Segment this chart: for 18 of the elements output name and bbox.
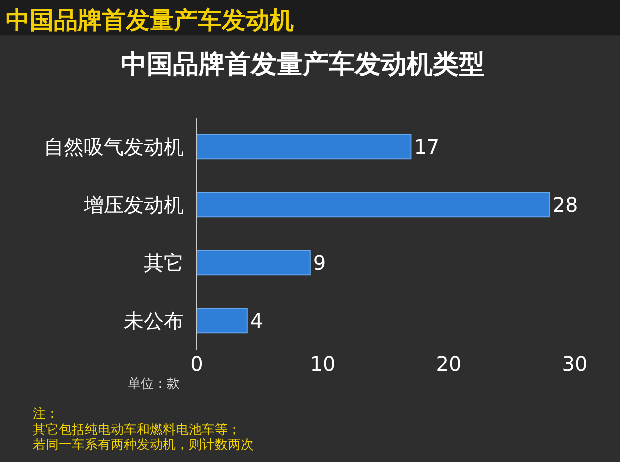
chart-title: 中国品牌首发量产车发动机 bbox=[6, 6, 294, 34]
data-label: 4 bbox=[250, 309, 264, 333]
y-tick-label: 自然吸气发动机 bbox=[44, 135, 184, 159]
data-label: 17 bbox=[414, 135, 440, 159]
text: 注： bbox=[33, 407, 59, 422]
text: 其它包括纯电动车和燃料电池车等； bbox=[33, 422, 241, 438]
y-tick-label: 增压发动机 bbox=[83, 193, 184, 217]
data-label: 9 bbox=[313, 251, 326, 275]
text: 若同一车系有两种发动机，则计数两次 bbox=[33, 438, 254, 453]
x-tick-label: 30 bbox=[562, 352, 588, 376]
x-tick-label: 0 bbox=[190, 352, 204, 376]
y-tick-label: 其它 bbox=[144, 251, 184, 275]
chart-subtitle: 中国品牌首发量产车发动机类型 bbox=[121, 50, 485, 80]
y-tick-label: 未公布 bbox=[124, 309, 184, 333]
x-axis-title: 单位：款 bbox=[128, 377, 180, 392]
data-label: 28 bbox=[552, 193, 578, 217]
x-tick-label: 10 bbox=[310, 352, 336, 376]
x-tick-label: 20 bbox=[436, 352, 462, 376]
